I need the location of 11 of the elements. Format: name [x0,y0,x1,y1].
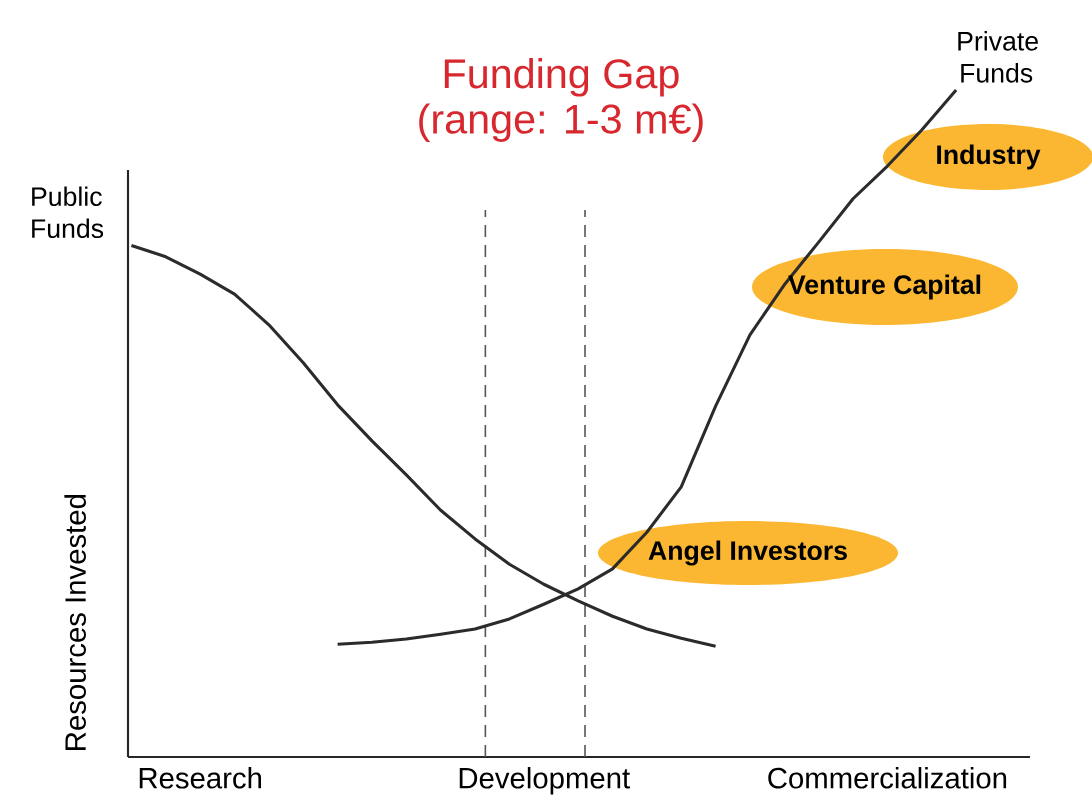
chart-subtitle: (range: 1-3 m€) [419,103,703,142]
annotation: Industry [937,144,1041,170]
annotation: Venture Capital [788,274,981,300]
x-tick-label: Development [459,767,630,795]
x-tick-label: Commercialization [768,767,1007,789]
x-tick-label: Research [139,767,262,789]
series-label: Private Funds [958,31,1038,83]
annotation: Angel Investors [648,540,847,566]
y-axis-title: Resources Invested [64,494,86,750]
series-label: Public Funds [32,186,104,239]
chart-title: Funding Gap [444,58,679,97]
